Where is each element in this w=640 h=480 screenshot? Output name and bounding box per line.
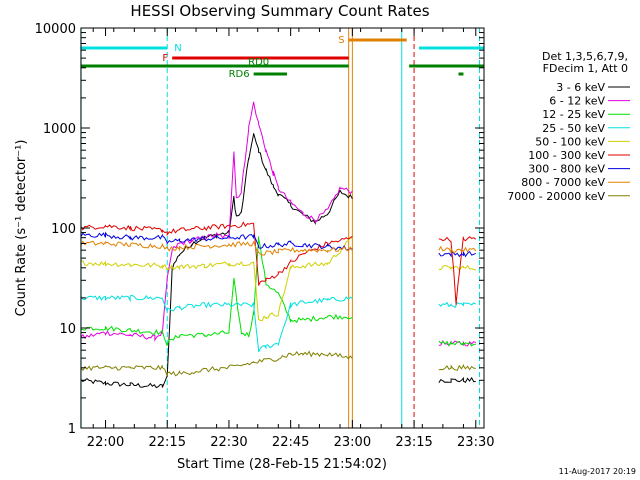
y-tick-label: 1000 [43, 122, 76, 137]
series-line-7 [80, 240, 477, 256]
timestamp: 11-Aug-2017 20:19 [559, 467, 636, 476]
x-tick-label: 23:30 [457, 435, 494, 450]
legend-header-line: Det 1,3,5,6,7,9, [542, 50, 628, 63]
legend-entry-label: 800 - 7000 keV [521, 176, 605, 189]
legend-entry-label: 100 - 300 keV [528, 149, 605, 162]
series-line-0 [80, 133, 476, 389]
x-tick-label: 22:00 [87, 435, 124, 450]
flag-label-f: F [162, 53, 168, 64]
flag-label-s: S [338, 35, 344, 46]
series-line-3 [80, 294, 477, 353]
chart-title: HESSI Observing Summary Count Rates [130, 2, 429, 20]
axes: 22:00 22:15 22:30 22:45 23:00 23:15 23:30 1 10 10… [35, 22, 495, 450]
flag-label-n: N [174, 43, 181, 54]
legend-entry-label: 6 - 12 keV [549, 95, 605, 108]
x-tick-label: 23:00 [334, 435, 371, 450]
legend-entry-label: 12 - 25 keV [542, 108, 605, 121]
series-lines [80, 101, 477, 389]
y-tick-label: 10000 [35, 22, 76, 37]
x-tick-label: 23:15 [395, 435, 432, 450]
legend: Det 1,3,5,6,7,9,FDecim 1, Att 0 3 - 6 keV… [507, 50, 630, 203]
y-tick-label: 1 [68, 422, 76, 437]
series-line-8 [80, 350, 476, 377]
y-tick-label: 10 [59, 322, 76, 337]
series-line-5 [80, 221, 477, 305]
legend-header-line: FDecim 1, Att 0 [543, 62, 628, 75]
y-axis-label: Count Rate (s⁻¹ detector⁻¹) [14, 140, 29, 317]
legend-entry-label: 3 - 6 keV [556, 81, 605, 94]
x-tick-label: 22:15 [149, 435, 186, 450]
series-line-2 [80, 236, 476, 347]
series-line-6 [80, 231, 476, 258]
legend-entry-label: 300 - 800 keV [528, 163, 605, 176]
legend-entry-label: 50 - 100 keV [535, 135, 605, 148]
x-tick-label: 22:45 [272, 435, 309, 450]
series-line-4 [80, 237, 476, 321]
x-axis-label: Start Time (28-Feb-15 21:54:02) [177, 457, 387, 472]
x-tick-label: 22:30 [210, 435, 247, 450]
flag-label-rd6: RD6 [229, 69, 250, 80]
flag-label-rd0: RD0 [248, 57, 269, 68]
legend-entry-label: 7000 - 20000 keV [507, 190, 605, 203]
legend-entry-label: 25 - 50 keV [542, 122, 605, 135]
y-tick-label: 100 [51, 222, 76, 237]
